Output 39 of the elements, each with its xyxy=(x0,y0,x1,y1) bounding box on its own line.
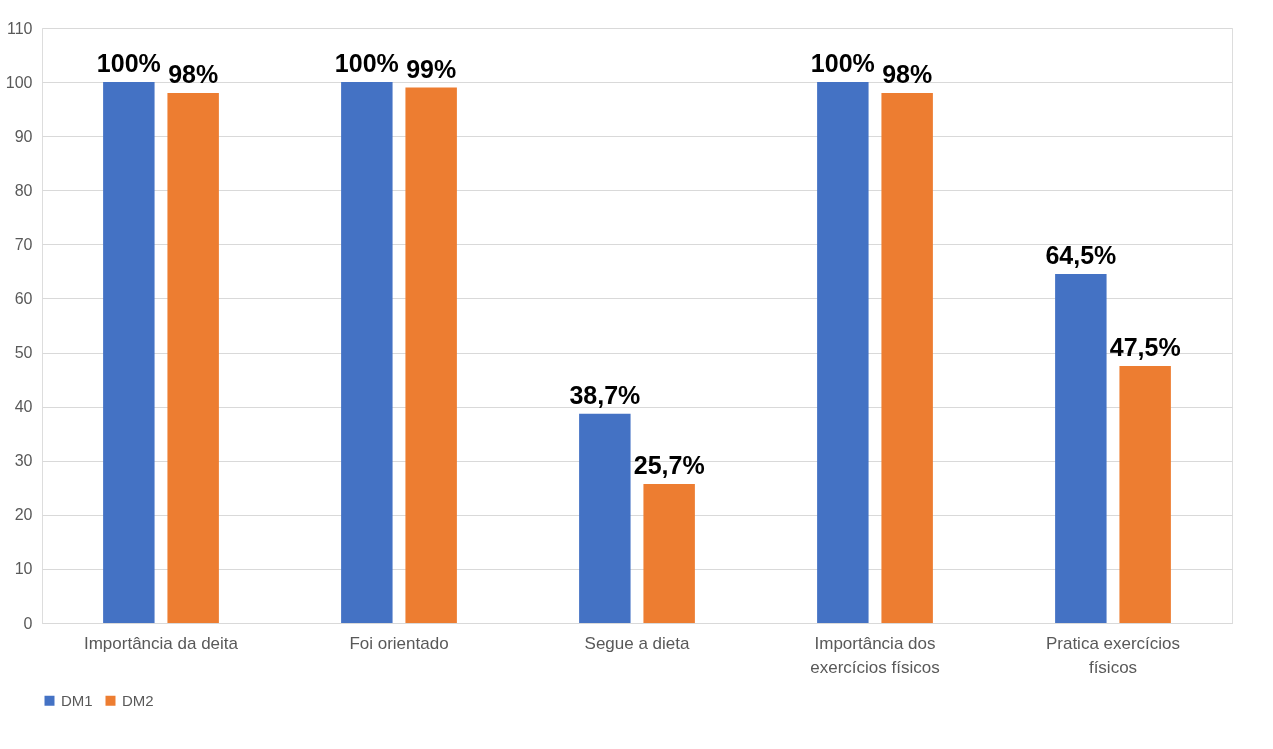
data-label: 100% xyxy=(334,49,399,78)
y-tick-label: 70 xyxy=(14,235,33,253)
y-tick-label: 80 xyxy=(14,181,33,199)
y-tick-label: 50 xyxy=(14,344,33,362)
data-label: 98% xyxy=(882,59,933,88)
data-label: 100% xyxy=(96,49,161,78)
data-label: 25,7% xyxy=(633,450,705,479)
bar xyxy=(167,92,219,623)
bar xyxy=(341,82,393,623)
y-tick-label: 10 xyxy=(14,560,33,578)
bar xyxy=(405,87,457,623)
y-tick-label: 110 xyxy=(6,19,33,37)
y-tick-label: 60 xyxy=(14,289,33,307)
data-label: 98% xyxy=(168,59,219,88)
bar xyxy=(881,92,933,623)
bar xyxy=(103,82,155,623)
bar xyxy=(643,483,695,623)
legend-label: DM2 xyxy=(122,691,154,709)
x-tick-label: Foi orientado xyxy=(349,633,449,653)
bar xyxy=(817,82,869,623)
x-tick-label: Importância da deita xyxy=(83,633,239,653)
x-tick-label: Pratica exercícios físicos xyxy=(1045,633,1181,677)
y-tick-label: 20 xyxy=(14,506,33,524)
x-tick-label: Segue a dieta xyxy=(584,633,691,653)
data-label: 99% xyxy=(406,54,457,83)
x-tick-label: Importância dos exercícios físicos xyxy=(810,633,940,677)
legend-label: DM1 xyxy=(61,691,93,709)
bar xyxy=(1119,366,1171,623)
y-tick-label: 90 xyxy=(14,127,33,145)
y-tick-label: 0 xyxy=(23,614,33,632)
data-label: 64,5% xyxy=(1045,241,1117,270)
data-label: 100% xyxy=(810,49,875,78)
data-label: 47,5% xyxy=(1109,333,1181,362)
data-label: 38,7% xyxy=(569,380,641,409)
y-tick-label: 40 xyxy=(14,398,33,416)
bar xyxy=(579,413,631,623)
y-tick-label: 30 xyxy=(14,452,33,470)
bar xyxy=(1055,274,1107,623)
y-tick-label: 100 xyxy=(5,73,33,91)
